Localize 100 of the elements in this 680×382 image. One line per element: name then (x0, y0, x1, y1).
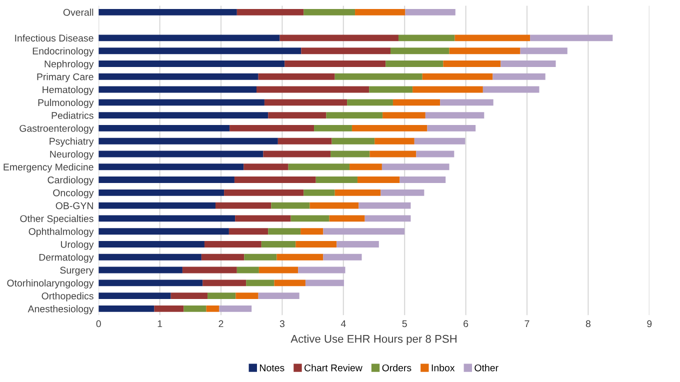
bar (296, 241, 337, 248)
y-tick-label: Surgery (60, 266, 94, 276)
bar (244, 164, 288, 170)
legend-label: Inbox (432, 364, 455, 372)
legend-label: Notes (260, 364, 284, 372)
y-tick-label: Anesthesiology (28, 305, 94, 314)
y-tick-label: Gastroenterology (20, 124, 94, 134)
y-tick-label: Psychiatry (50, 138, 94, 147)
bar (386, 60, 444, 67)
bar (414, 138, 466, 144)
bar (290, 215, 330, 222)
x-tick-label: 8 (586, 320, 590, 328)
bar (316, 176, 358, 183)
bar (236, 8, 304, 16)
bar (305, 280, 344, 286)
bar (374, 138, 414, 144)
bar (98, 164, 244, 170)
y-tick-label: OB-GYN (56, 202, 93, 210)
y-tick-label: Emergency Medicine (4, 163, 94, 172)
y-tick-label: Urology (60, 240, 94, 250)
x-tick-label: 2 (218, 320, 224, 328)
bar (246, 280, 274, 286)
bar (98, 241, 204, 248)
bar (98, 150, 264, 158)
bar (298, 266, 346, 274)
bar (98, 112, 268, 119)
bar (288, 164, 350, 170)
bar (98, 202, 216, 209)
bar (352, 124, 428, 132)
y-tick-label: Ophthalmology (28, 228, 94, 237)
bar (219, 305, 252, 312)
bar (258, 266, 298, 274)
bar (98, 266, 182, 274)
bar (500, 60, 556, 67)
bar (268, 228, 301, 235)
y-tick-label: Pediatrics (52, 112, 94, 119)
x-tick-label: 0 (96, 320, 101, 328)
bar (405, 8, 456, 16)
bar (258, 292, 300, 300)
x-axis-title: Active Use EHR Hours per 8 PSH (290, 334, 456, 345)
bar (236, 292, 258, 300)
bar (256, 86, 370, 93)
y-tick-label: Cardiology (48, 176, 94, 186)
bar (244, 254, 277, 260)
y-tick-label: Hematology (42, 86, 94, 96)
bar (482, 86, 540, 93)
bar (98, 305, 154, 312)
bar (370, 150, 416, 158)
bar (154, 305, 184, 312)
bar (202, 280, 246, 286)
bar (323, 254, 362, 260)
bar (520, 48, 568, 54)
bar (98, 60, 285, 67)
bar (358, 202, 411, 209)
bar (280, 34, 398, 42)
bar (443, 60, 501, 67)
bar (332, 138, 375, 144)
bar (440, 99, 494, 106)
bar (336, 241, 379, 248)
bar (422, 73, 493, 80)
bar (98, 138, 278, 144)
x-tick-label: 7 (524, 320, 530, 328)
bar (398, 34, 455, 42)
y-tick-label: Infectious Disease (15, 34, 94, 42)
bar (530, 34, 613, 42)
y-tick-label: Other Specialties (20, 214, 94, 224)
bar (427, 124, 476, 132)
y-tick-label: Dermatology (39, 254, 94, 263)
bar (274, 280, 306, 286)
bar (98, 254, 202, 260)
bar (276, 254, 324, 260)
bar (264, 99, 348, 106)
bar (323, 228, 405, 235)
bar (170, 292, 208, 300)
x-tick-label: 6 (464, 320, 468, 328)
bar (369, 86, 413, 93)
bar (382, 164, 450, 170)
bar (310, 202, 359, 209)
bar (416, 150, 454, 158)
bar (98, 73, 258, 80)
bar (329, 215, 365, 222)
bar (355, 8, 406, 16)
bar (304, 8, 356, 16)
bar (261, 241, 296, 248)
bar (347, 99, 393, 106)
bar (98, 8, 237, 16)
x-tick-label: 1 (158, 320, 162, 328)
bar (380, 189, 424, 196)
bar (263, 150, 331, 158)
bar (98, 176, 234, 183)
bar (400, 176, 446, 183)
bar (230, 124, 314, 132)
bar (184, 305, 206, 312)
y-tick-label: Pulmonology (38, 98, 94, 108)
bar (208, 292, 236, 300)
bar (330, 150, 370, 158)
y-tick-label: Otorhinolaryngology (7, 279, 94, 288)
bar (326, 112, 383, 119)
bar (334, 73, 422, 80)
bar (182, 266, 237, 274)
